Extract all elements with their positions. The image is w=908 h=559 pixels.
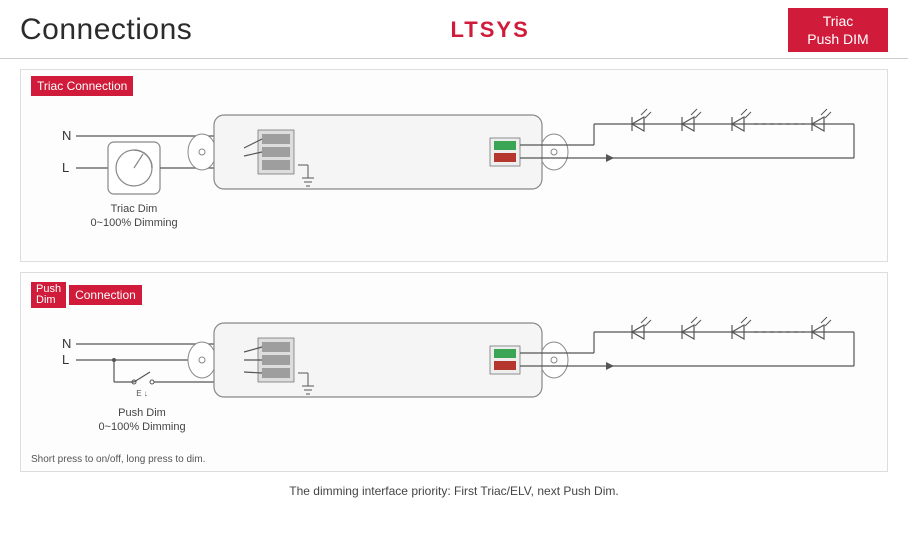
section-pushdim: Push Dim Connection N L E ↓ — [20, 272, 888, 472]
caption-main: Triac Dim — [111, 203, 158, 215]
label-L: L — [62, 352, 69, 367]
push-switch-icon: E ↓ — [114, 372, 154, 398]
caption-main: Push Dim — [118, 407, 166, 419]
brand-logo: LTSYS — [451, 17, 530, 43]
mode-line1: Triac — [802, 12, 874, 30]
content: Triac Connection N L Triac Dim 0~100% Di… — [0, 59, 908, 502]
footnote: Short press to on/off, long press to dim… — [31, 454, 877, 465]
caption-sub: 0~100% Dimming — [90, 217, 177, 229]
section-label-triac: Triac Connection — [31, 76, 133, 96]
led-chain — [632, 317, 831, 339]
driver-unit — [188, 115, 568, 189]
label-triac: Triac Connection — [31, 76, 133, 96]
label-N: N — [62, 336, 71, 351]
driver-unit — [188, 323, 568, 397]
label-connection: Connection — [69, 285, 142, 305]
led-chain — [632, 109, 831, 131]
footer-line: The dimming interface priority: First Tr… — [20, 482, 888, 498]
diagram-triac: N L Triac Dim 0~100% Dimming — [31, 100, 877, 250]
section-label-pushdim: Push Dim Connection — [31, 282, 142, 308]
caption-sub: 0~100% Dimming — [98, 421, 185, 433]
label-N: N — [62, 128, 71, 143]
mode-line2: Push DIM — [802, 30, 874, 48]
page-header: Connections LTSYS Triac Push DIM — [0, 0, 908, 59]
label-push-stack: Push Dim — [31, 282, 66, 308]
svg-text:E ↓: E ↓ — [136, 389, 148, 398]
section-triac: Triac Connection N L Triac Dim 0~100% Di… — [20, 69, 888, 262]
mode-badge: Triac Push DIM — [788, 8, 888, 52]
page-title: Connections — [20, 13, 192, 47]
label-L: L — [62, 160, 69, 175]
diagram-pushdim: N L E ↓ Push Dim 0~100% Dimming — [31, 312, 877, 447]
